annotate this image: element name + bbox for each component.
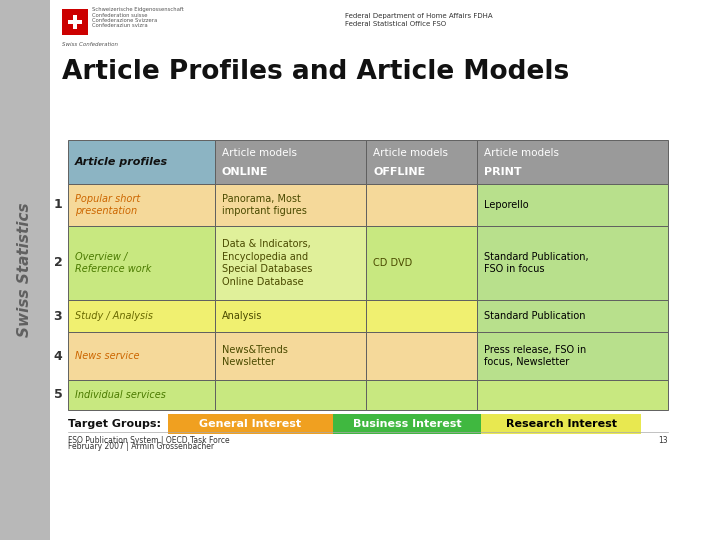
- Text: Standard Publication: Standard Publication: [484, 311, 585, 321]
- Bar: [366, 184, 477, 226]
- Text: Overview /
Reference work: Overview / Reference work: [75, 252, 151, 274]
- Text: Schweizerische Eidgenossenschaft: Schweizerische Eidgenossenschaft: [92, 8, 184, 12]
- Text: CD DVD: CD DVD: [373, 258, 413, 268]
- Bar: [477, 332, 668, 380]
- Text: Analysis: Analysis: [222, 311, 262, 321]
- Bar: [68, 19, 82, 24]
- Bar: [68, 184, 215, 226]
- Text: Article Profiles and Article Models: Article Profiles and Article Models: [62, 59, 570, 85]
- Text: 1: 1: [53, 199, 63, 212]
- Text: Article models: Article models: [222, 148, 297, 158]
- Text: Confederazione Svizzera: Confederazione Svizzera: [92, 18, 157, 23]
- Bar: [215, 332, 366, 380]
- Bar: [477, 184, 668, 226]
- Bar: [68, 300, 215, 332]
- Text: PRINT: PRINT: [484, 167, 521, 177]
- Text: Federal Department of Home Affairs FDHA: Federal Department of Home Affairs FDHA: [345, 13, 492, 19]
- Text: Panorama, Most
important figures: Panorama, Most important figures: [222, 194, 307, 217]
- Bar: [481, 414, 641, 434]
- Text: Leporello: Leporello: [484, 200, 528, 210]
- Text: Business Interest: Business Interest: [353, 419, 462, 429]
- Text: FSO Publication System | OECD Task Force: FSO Publication System | OECD Task Force: [68, 436, 230, 445]
- Bar: [73, 15, 77, 29]
- Text: Confederation suisse: Confederation suisse: [92, 13, 148, 18]
- Text: 5: 5: [53, 388, 63, 402]
- Text: Article profiles: Article profiles: [75, 157, 168, 167]
- Text: Target Groups:: Target Groups:: [68, 419, 161, 429]
- Bar: [68, 380, 215, 410]
- Text: February 2007 | Armin Grossenbacher: February 2007 | Armin Grossenbacher: [68, 442, 214, 451]
- Text: Popular short
presentation: Popular short presentation: [75, 194, 140, 217]
- Bar: [477, 140, 668, 184]
- Bar: [215, 184, 366, 226]
- Bar: [62, 9, 88, 35]
- Text: News service: News service: [75, 351, 140, 361]
- Text: 2: 2: [53, 256, 63, 269]
- Text: Confederaziun svizra: Confederaziun svizra: [92, 23, 148, 28]
- Bar: [168, 414, 333, 434]
- Bar: [68, 140, 215, 184]
- Text: Individual services: Individual services: [75, 390, 166, 400]
- Text: Swiss Confederation: Swiss Confederation: [62, 42, 118, 46]
- Text: Data & Indicators,
Encyclopedia and
Special Databases
Online Database: Data & Indicators, Encyclopedia and Spec…: [222, 239, 312, 287]
- Text: OFFLINE: OFFLINE: [373, 167, 426, 177]
- Text: 13: 13: [658, 436, 668, 445]
- Text: Federal Statistical Office FSO: Federal Statistical Office FSO: [345, 21, 446, 27]
- Text: News&Trends
Newsletter: News&Trends Newsletter: [222, 345, 288, 367]
- Bar: [215, 226, 366, 300]
- Text: Press release, FSO in
focus, Newsletter: Press release, FSO in focus, Newsletter: [484, 345, 586, 367]
- Bar: [366, 332, 477, 380]
- Bar: [366, 380, 477, 410]
- Text: Swiss Statistics: Swiss Statistics: [17, 202, 32, 338]
- Text: Study / Analysis: Study / Analysis: [75, 311, 153, 321]
- Text: General Interest: General Interest: [199, 419, 302, 429]
- Text: Standard Publication,
FSO in focus: Standard Publication, FSO in focus: [484, 252, 589, 274]
- Text: Research Interest: Research Interest: [505, 419, 616, 429]
- Bar: [477, 226, 668, 300]
- Bar: [68, 226, 215, 300]
- Bar: [215, 300, 366, 332]
- Bar: [333, 414, 481, 434]
- Bar: [477, 380, 668, 410]
- Bar: [477, 300, 668, 332]
- Text: 4: 4: [53, 349, 63, 362]
- Bar: [366, 140, 477, 184]
- Bar: [215, 140, 366, 184]
- Bar: [215, 380, 366, 410]
- Text: Article models: Article models: [373, 148, 448, 158]
- Bar: [0, 0, 50, 540]
- Text: Article models: Article models: [484, 148, 559, 158]
- Bar: [68, 332, 215, 380]
- Text: 3: 3: [54, 309, 63, 322]
- Bar: [366, 226, 477, 300]
- Text: ONLINE: ONLINE: [222, 167, 269, 177]
- Bar: [366, 300, 477, 332]
